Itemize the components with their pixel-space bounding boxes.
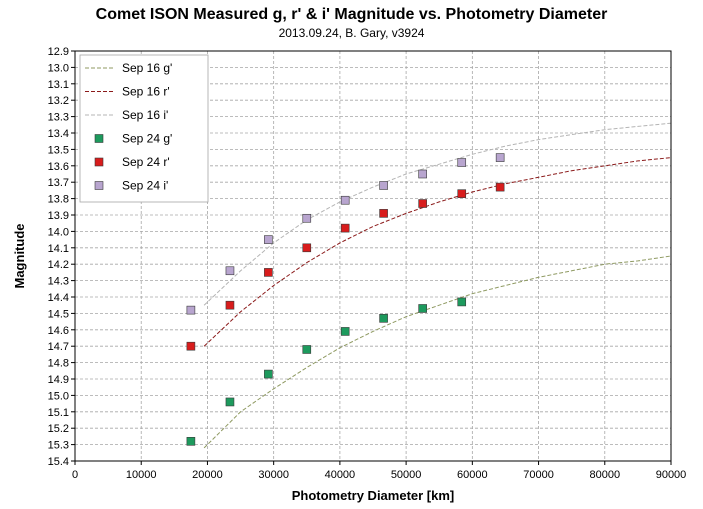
y-tick-label: 13.5 bbox=[48, 144, 69, 156]
x-tick-label: 60000 bbox=[457, 469, 488, 481]
data-point-sep-24-i bbox=[302, 213, 312, 223]
data-point-sep-24-i bbox=[495, 153, 505, 162]
data-point-sep-24-i bbox=[225, 266, 235, 276]
y-axis-label: Magnitude bbox=[12, 224, 27, 289]
series-line-sep-16-r bbox=[203, 157, 672, 347]
y-tick-label: 14.2 bbox=[48, 259, 69, 271]
y-tick-label: 15.4 bbox=[48, 456, 69, 468]
data-point-sep-24-r bbox=[340, 223, 350, 233]
y-tick-label: 15.2 bbox=[48, 423, 69, 435]
series-line-sep-16-i bbox=[203, 122, 672, 306]
y-tick-label: 13.8 bbox=[48, 194, 69, 206]
legend-swatch-sep-24-r bbox=[94, 157, 104, 167]
x-tick-label: 70000 bbox=[523, 469, 554, 481]
data-point-sep-24-r bbox=[418, 199, 427, 208]
data-point-sep-24-r bbox=[225, 300, 235, 310]
series-lines bbox=[203, 122, 672, 449]
y-axis-ticks: 12.9 13.0 13.1 13.2 13.3 13.4 13.5 13.6 13.7 13.8… bbox=[48, 46, 75, 468]
y-tick-label: 13.0 bbox=[48, 62, 69, 74]
x-tick-label: 30000 bbox=[258, 469, 289, 481]
data-point-sep-24-g bbox=[340, 327, 350, 336]
data-point-sep-24-r bbox=[264, 268, 273, 277]
x-axis-label: Photometry Diameter [km] bbox=[292, 488, 455, 503]
legend-entry-label: Sep 24 i' bbox=[122, 179, 168, 193]
y-tick-label: 13.9 bbox=[48, 210, 69, 222]
y-tick-label: 12.9 bbox=[48, 46, 69, 58]
legend-entry-label: Sep 24 g' bbox=[122, 132, 172, 146]
legend: Sep 16 g' Sep 16 r' Sep 16 i' Sep 24 g' Sep … bbox=[79, 54, 209, 203]
x-axis-ticks: 0 10000 20000 30000 40000 50000 60000 70000 8000… bbox=[72, 461, 686, 481]
y-tick-label: 14.9 bbox=[48, 374, 69, 386]
data-point-sep-24-i bbox=[186, 305, 196, 315]
y-tick-label: 15.0 bbox=[48, 390, 69, 402]
legend-entry-label: Sep 16 i' bbox=[122, 108, 168, 122]
legend-swatch-sep-24-g bbox=[94, 134, 104, 143]
chart-title: Comet ISON Measured g, r' & i' Magnitude… bbox=[95, 6, 608, 23]
y-tick-label: 13.7 bbox=[48, 177, 69, 189]
data-point-sep-24-g bbox=[225, 397, 235, 407]
legend-entry-label: Sep 16 g' bbox=[122, 61, 172, 75]
y-tick-label: 14.8 bbox=[48, 358, 69, 370]
x-tick-label: 40000 bbox=[325, 469, 356, 481]
data-point-sep-24-g bbox=[186, 437, 196, 446]
y-tick-label: 13.3 bbox=[48, 112, 69, 124]
y-tick-label: 14.6 bbox=[48, 325, 69, 337]
x-tick-label: 90000 bbox=[656, 469, 687, 481]
y-tick-label: 13.4 bbox=[48, 128, 69, 140]
data-point-sep-24-i bbox=[379, 181, 388, 190]
data-point-sep-24-g bbox=[418, 304, 427, 313]
legend-entry-label: Sep 24 r' bbox=[122, 155, 170, 169]
y-tick-label: 14.0 bbox=[48, 226, 69, 238]
legend-swatch-sep-24-i bbox=[94, 181, 104, 190]
grid bbox=[74, 50, 672, 462]
data-point-sep-24-r bbox=[186, 341, 196, 351]
data-point-sep-24-r bbox=[457, 189, 467, 198]
y-tick-label: 14.4 bbox=[48, 292, 69, 304]
y-tick-label: 14.7 bbox=[48, 341, 69, 353]
data-point-sep-24-i bbox=[457, 158, 467, 167]
x-tick-label: 80000 bbox=[589, 469, 620, 481]
data-point-sep-24-g bbox=[379, 314, 388, 323]
legend-box bbox=[79, 54, 209, 203]
y-tick-label: 13.1 bbox=[48, 79, 69, 91]
data-point-sep-24-g bbox=[457, 297, 467, 307]
y-tick-label: 15.3 bbox=[48, 440, 69, 452]
data-point-sep-24-i bbox=[264, 235, 273, 244]
data-point-sep-24-r bbox=[495, 182, 505, 192]
x-tick-label: 20000 bbox=[192, 469, 223, 481]
data-point-sep-24-g bbox=[302, 345, 312, 354]
y-tick-label: 14.5 bbox=[48, 308, 69, 320]
y-tick-label: 13.2 bbox=[48, 95, 69, 107]
y-tick-label: 15.1 bbox=[48, 407, 69, 419]
data-point-sep-24-i bbox=[340, 195, 350, 205]
series-markers bbox=[186, 153, 505, 446]
x-tick-label: 10000 bbox=[126, 469, 157, 481]
data-point-sep-24-i bbox=[418, 169, 427, 179]
plot-frame bbox=[74, 50, 672, 462]
x-tick-label: 0 bbox=[72, 469, 78, 481]
data-point-sep-24-r bbox=[379, 209, 388, 218]
data-point-sep-24-r bbox=[302, 243, 312, 253]
y-tick-label: 14.1 bbox=[48, 243, 69, 255]
data-point-sep-24-g bbox=[264, 369, 273, 379]
chart-subtitle: 2013.09.24, B. Gary, v3924 bbox=[278, 26, 425, 40]
x-tick-label: 50000 bbox=[391, 469, 422, 481]
series-line-sep-16-g bbox=[203, 255, 672, 449]
legend-entry-label: Sep 16 r' bbox=[122, 85, 170, 99]
y-tick-label: 13.6 bbox=[48, 161, 69, 173]
y-tick-label: 14.3 bbox=[48, 276, 69, 288]
